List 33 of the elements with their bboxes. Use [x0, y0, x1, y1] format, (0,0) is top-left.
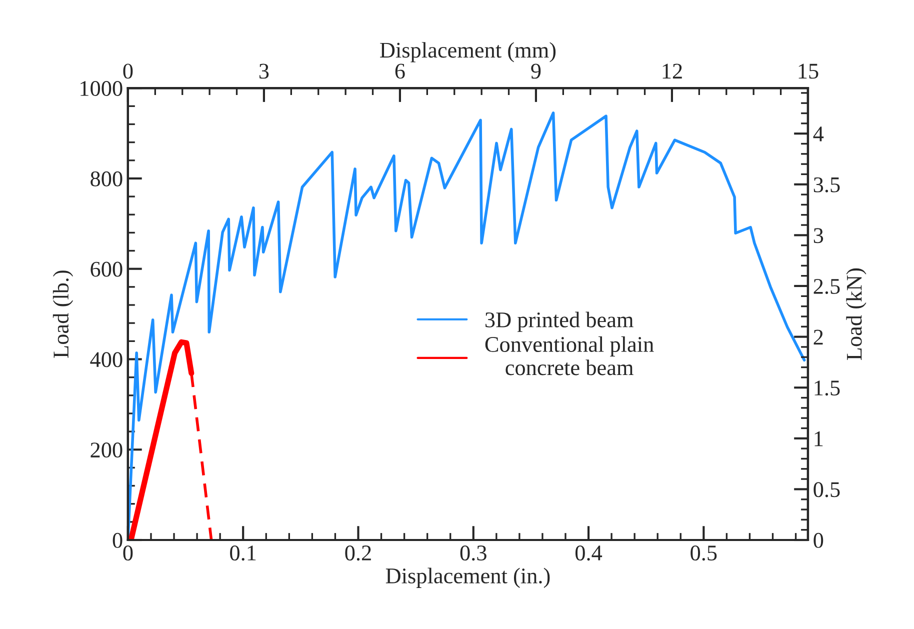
- y2-tick-label: 0: [814, 532, 824, 548]
- y-tick-label: 400: [90, 352, 122, 368]
- y2-tick-label: 2: [814, 330, 823, 344]
- x2-tick-label: 15: [798, 64, 818, 79]
- y2-axis-title: Load (kN): [846, 268, 866, 360]
- x-tick-label: 0.5: [690, 546, 717, 561]
- y2-tick-label: 1.5: [814, 380, 840, 396]
- y-tick-label: 200: [90, 442, 122, 458]
- x2-tick-label: 6: [395, 64, 405, 79]
- y2-tick-label: 2.5: [814, 278, 840, 294]
- y2-tick-label: 1: [814, 431, 823, 446]
- y-tick-label: 800: [90, 171, 122, 186]
- y-tick-label: 0: [112, 532, 122, 548]
- y2-tick-label: 3: [814, 228, 824, 244]
- y2-tick-label: 4: [813, 126, 824, 142]
- y-tick-label: 1000: [80, 80, 122, 96]
- x-axis-title: Displacement (in.): [386, 568, 550, 588]
- y-axis-title: Load (lb.): [52, 270, 74, 358]
- x-tick-label: 0.2: [345, 546, 371, 561]
- x2-tick-label: 0: [123, 64, 133, 79]
- x2-tick-label: 9: [531, 64, 541, 79]
- x-tick-label: 0.3: [460, 546, 486, 561]
- x-tick-label: 0.4: [575, 546, 602, 561]
- x-tick-label: 0.1: [230, 546, 256, 561]
- legend-label: 3D printed beam: [486, 312, 634, 332]
- y2-tick-label: 3.5: [814, 177, 840, 192]
- x-tick-label: 0: [123, 546, 133, 560]
- x2-tick-label: 12: [662, 64, 682, 78]
- y-tick-label: 600: [90, 262, 122, 277]
- x2-axis-title: Displacement (mm): [380, 42, 556, 62]
- legend-label: Conventional plain concrete beam: [485, 336, 654, 376]
- y2-tick-label: 0.5: [814, 482, 840, 498]
- x2-tick-label: 3: [259, 64, 269, 79]
